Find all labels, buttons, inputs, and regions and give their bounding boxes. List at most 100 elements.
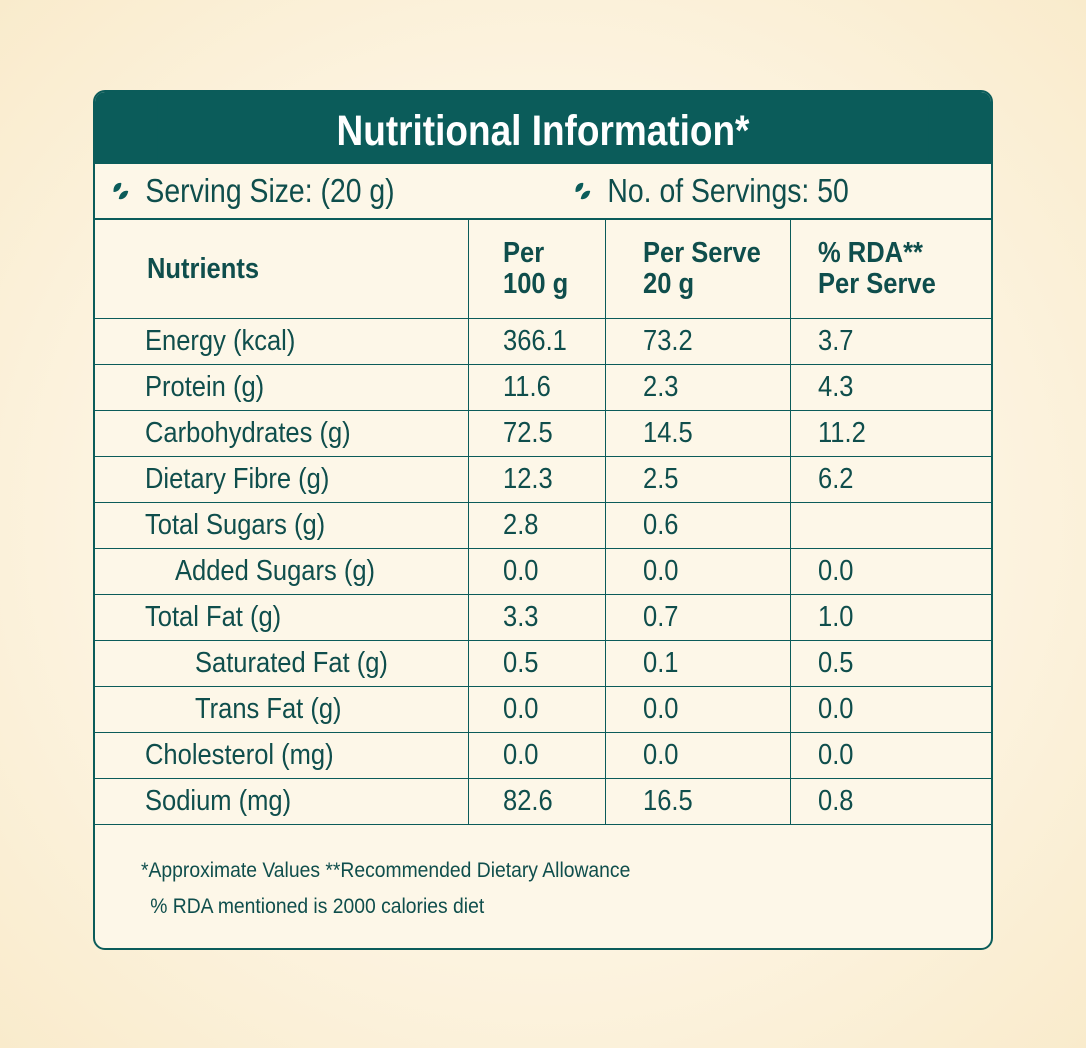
nutrient-value: 2.3 bbox=[642, 371, 678, 403]
nutrient-value: 0.1 bbox=[642, 647, 678, 679]
cell-name: Trans Fat (g) bbox=[95, 686, 469, 733]
cell-per100: 11.6 bbox=[467, 364, 606, 411]
table-row: Saturated Fat (g) 0.5 0.1 0.5 bbox=[95, 640, 991, 687]
nutrient-value: 0.5 bbox=[817, 647, 853, 679]
footnote-legend: *Approximate Values **Recommended Dietar… bbox=[141, 859, 631, 882]
cell-name: Saturated Fat (g) bbox=[95, 640, 469, 687]
cell-per100: 366.1 bbox=[467, 318, 606, 365]
cell-per100: 72.5 bbox=[467, 410, 606, 457]
nutrient-value: 1.0 bbox=[817, 601, 853, 633]
nutrient-value: 0.8 bbox=[817, 785, 853, 817]
column-header-per-100g: Per 100 g bbox=[502, 237, 568, 300]
serving-size-text: Serving Size: (20 g) bbox=[145, 172, 395, 209]
nutrient-name: Total Fat (g) bbox=[145, 601, 282, 633]
cell-per100: 3.3 bbox=[467, 594, 606, 641]
nutrient-name: Trans Fat (g) bbox=[195, 693, 342, 725]
nutrient-value: 0.0 bbox=[502, 555, 538, 587]
nutrient-value: 0.0 bbox=[642, 555, 678, 587]
cell-rda: 4.3 bbox=[789, 364, 991, 411]
cell-per100: 0.5 bbox=[467, 640, 606, 687]
leaf-icon bbox=[113, 182, 129, 200]
cell-rda: 3.7 bbox=[789, 318, 991, 365]
serving-size: Serving Size: (20 g) bbox=[111, 172, 395, 210]
nutrient-name: Carbohydrates (g) bbox=[145, 417, 351, 449]
cell-perServe: 2.3 bbox=[604, 364, 791, 411]
nutrient-value: 0.5 bbox=[502, 647, 538, 679]
cell-per100: 0.0 bbox=[467, 686, 606, 733]
nutrient-value: 0.0 bbox=[502, 739, 538, 771]
nutrient-value: 0.0 bbox=[642, 739, 678, 771]
nutrient-name: Added Sugars (g) bbox=[175, 555, 376, 587]
table-row: Total Sugars (g) 2.8 0.6 bbox=[95, 502, 991, 549]
nutrient-value: 3.7 bbox=[817, 325, 853, 357]
nutrient-name: Cholesterol (mg) bbox=[145, 739, 334, 771]
cell-perServe: 0.0 bbox=[604, 548, 791, 595]
cell-per100: 0.0 bbox=[467, 732, 606, 779]
nutrient-value: 82.6 bbox=[502, 785, 553, 817]
table-row: Carbohydrates (g) 72.5 14.5 11.2 bbox=[95, 410, 991, 457]
nutrient-name: Protein (g) bbox=[145, 371, 265, 403]
nutrient-value: 0.0 bbox=[817, 555, 853, 587]
nutrient-value: 6.2 bbox=[817, 463, 853, 495]
nutrient-value: 4.3 bbox=[817, 371, 853, 403]
cell-rda: 0.0 bbox=[789, 686, 991, 733]
cell-rda: 1.0 bbox=[789, 594, 991, 641]
nutrient-value: 0.6 bbox=[642, 509, 678, 541]
servings-text: No. of Servings: 50 bbox=[607, 172, 849, 209]
cell-rda: 0.8 bbox=[789, 778, 991, 825]
cell-per100: 2.8 bbox=[467, 502, 606, 549]
cell-name: Sodium (mg) bbox=[95, 778, 469, 825]
nutrient-value: 72.5 bbox=[502, 417, 553, 449]
nutrient-value: 11.6 bbox=[502, 371, 551, 403]
table-row: Dietary Fibre (g) 12.3 2.5 6.2 bbox=[95, 456, 991, 503]
nutrient-value: 366.1 bbox=[502, 325, 567, 357]
serving-info-row: Serving Size: (20 g) No. of Servings: 50 bbox=[95, 164, 991, 220]
cell-rda: 0.0 bbox=[789, 548, 991, 595]
nutrient-value: 0.0 bbox=[502, 693, 538, 725]
cell-perServe: 0.7 bbox=[604, 594, 791, 641]
nutrient-value: 16.5 bbox=[642, 785, 693, 817]
cell-perServe: 0.1 bbox=[604, 640, 791, 687]
nutrient-value: 12.3 bbox=[502, 463, 553, 495]
table-row: Sodium (mg) 82.6 16.5 0.8 bbox=[95, 778, 991, 825]
cell-rda bbox=[789, 502, 991, 549]
table-row: Added Sugars (g) 0.0 0.0 0.0 bbox=[95, 548, 991, 595]
nutrient-value: 0.0 bbox=[642, 693, 678, 725]
cell-name: Protein (g) bbox=[95, 364, 469, 411]
nutrient-value: 73.2 bbox=[642, 325, 693, 357]
nutrient-value: 11.2 bbox=[817, 417, 866, 449]
leaf-icon bbox=[575, 182, 591, 200]
column-header-rda: % RDA** Per Serve bbox=[817, 237, 936, 300]
footnote-rda-basis: % RDA mentioned is 2000 calories diet bbox=[150, 895, 485, 918]
cell-name: Total Sugars (g) bbox=[95, 502, 469, 549]
nutrient-value: 2.5 bbox=[642, 463, 678, 495]
nutrient-value: 0.7 bbox=[642, 601, 678, 633]
cell-name: Dietary Fibre (g) bbox=[95, 456, 469, 503]
cell-rda: 6.2 bbox=[789, 456, 991, 503]
cell-perServe: 0.6 bbox=[604, 502, 791, 549]
number-of-servings: No. of Servings: 50 bbox=[573, 172, 849, 210]
cell-name: Added Sugars (g) bbox=[95, 548, 469, 595]
footnotes: *Approximate Values **Recommended Dietar… bbox=[95, 825, 991, 925]
cell-per100: 0.0 bbox=[467, 548, 606, 595]
cell-perServe: 16.5 bbox=[604, 778, 791, 825]
cell-per100: 12.3 bbox=[467, 456, 606, 503]
cell-perServe: 73.2 bbox=[604, 318, 791, 365]
page-title: Nutritional Information* bbox=[157, 92, 929, 164]
column-header-per-serve: Per Serve 20 g bbox=[642, 237, 761, 300]
table-row: Cholesterol (mg) 0.0 0.0 0.0 bbox=[95, 732, 991, 779]
cell-name: Total Fat (g) bbox=[95, 594, 469, 641]
nutrition-table: Nutrients Per 100 g Per Serve 20 g % RDA… bbox=[95, 220, 991, 825]
cell-per100: 82.6 bbox=[467, 778, 606, 825]
nutrient-name: Sodium (mg) bbox=[145, 785, 292, 817]
nutrient-name: Dietary Fibre (g) bbox=[145, 463, 330, 495]
cell-name: Cholesterol (mg) bbox=[95, 732, 469, 779]
cell-rda: 0.5 bbox=[789, 640, 991, 687]
table-row: Protein (g) 11.6 2.3 4.3 bbox=[95, 364, 991, 411]
nutrient-value: 0.0 bbox=[817, 739, 853, 771]
cell-perServe: 0.0 bbox=[604, 732, 791, 779]
cell-name: Energy (kcal) bbox=[95, 318, 469, 365]
cell-perServe: 0.0 bbox=[604, 686, 791, 733]
nutrient-name: Energy (kcal) bbox=[145, 325, 296, 357]
column-header-nutrients: Nutrients bbox=[147, 252, 260, 285]
